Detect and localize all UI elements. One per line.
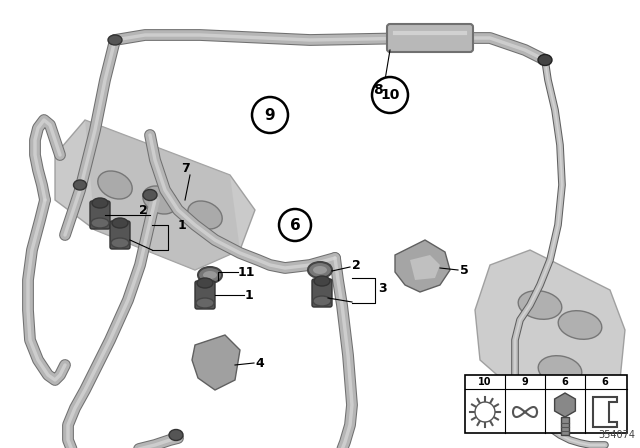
Text: 2: 2: [352, 258, 361, 271]
Polygon shape: [192, 335, 240, 390]
Text: 11: 11: [238, 266, 255, 279]
Text: 3: 3: [378, 281, 387, 294]
Text: 354074: 354074: [598, 430, 635, 440]
Polygon shape: [555, 393, 575, 417]
Ellipse shape: [74, 180, 86, 190]
Text: 1: 1: [178, 219, 187, 232]
FancyBboxPatch shape: [465, 375, 627, 433]
FancyBboxPatch shape: [387, 24, 473, 52]
Ellipse shape: [313, 296, 331, 306]
FancyBboxPatch shape: [90, 201, 110, 229]
Text: 6: 6: [290, 217, 300, 233]
Text: 7: 7: [180, 161, 189, 175]
FancyBboxPatch shape: [195, 281, 215, 309]
FancyBboxPatch shape: [110, 221, 130, 249]
Ellipse shape: [197, 278, 213, 288]
Ellipse shape: [143, 190, 157, 201]
Circle shape: [252, 97, 288, 133]
Polygon shape: [85, 120, 240, 270]
Ellipse shape: [111, 238, 129, 248]
Text: 5: 5: [460, 263, 468, 276]
Ellipse shape: [308, 262, 332, 278]
Ellipse shape: [112, 218, 128, 228]
Ellipse shape: [108, 35, 122, 45]
Ellipse shape: [98, 171, 132, 199]
Ellipse shape: [314, 276, 330, 286]
Text: 9: 9: [265, 108, 275, 122]
Ellipse shape: [313, 266, 327, 274]
Text: 6: 6: [562, 377, 568, 387]
Text: 4: 4: [255, 357, 264, 370]
Ellipse shape: [538, 356, 582, 384]
Text: 9: 9: [522, 377, 529, 387]
Ellipse shape: [143, 186, 177, 214]
Circle shape: [372, 77, 408, 113]
Circle shape: [475, 402, 495, 422]
Ellipse shape: [198, 267, 222, 283]
Ellipse shape: [558, 311, 602, 339]
FancyBboxPatch shape: [312, 279, 332, 307]
Circle shape: [279, 209, 311, 241]
Text: 1: 1: [245, 289, 253, 302]
Ellipse shape: [169, 430, 183, 440]
Polygon shape: [55, 120, 255, 270]
Ellipse shape: [203, 271, 217, 279]
Polygon shape: [410, 255, 440, 280]
Ellipse shape: [92, 198, 108, 208]
Text: 2: 2: [140, 203, 148, 216]
Text: 10: 10: [478, 377, 492, 387]
Ellipse shape: [518, 291, 562, 319]
FancyBboxPatch shape: [561, 417, 569, 435]
Text: 10: 10: [380, 88, 400, 102]
Polygon shape: [475, 250, 625, 405]
Polygon shape: [395, 240, 450, 292]
Ellipse shape: [188, 201, 222, 229]
Text: 8: 8: [373, 83, 383, 97]
Ellipse shape: [91, 218, 109, 228]
Text: 6: 6: [602, 377, 609, 387]
Ellipse shape: [538, 55, 552, 65]
Ellipse shape: [196, 298, 214, 308]
